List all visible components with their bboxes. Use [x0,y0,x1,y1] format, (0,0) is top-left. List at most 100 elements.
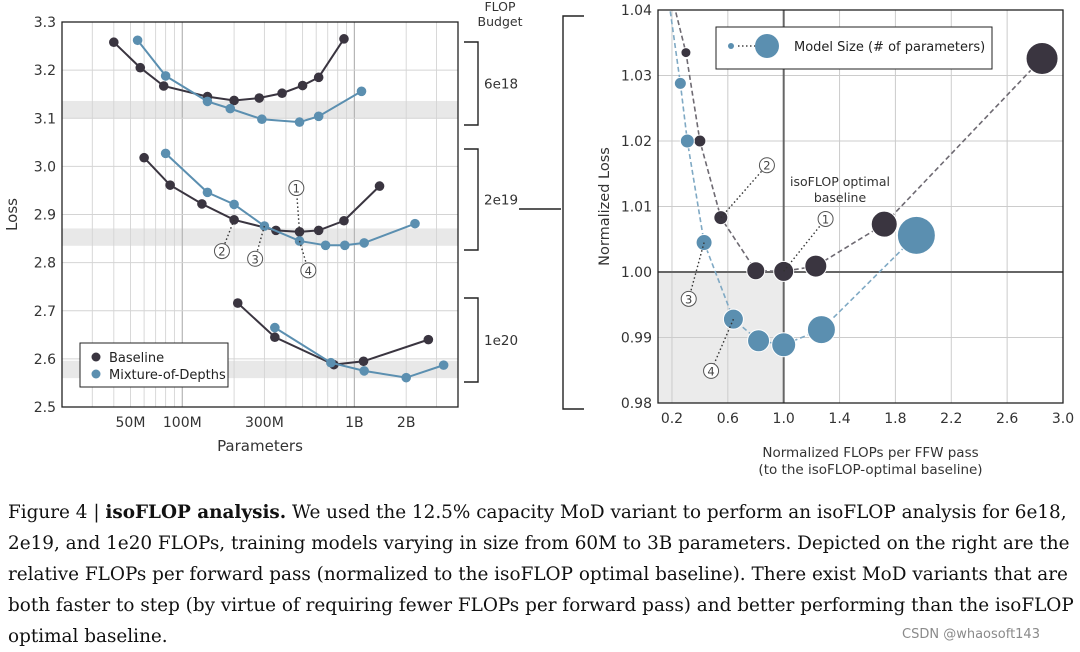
y-tick-label: 3.2 [34,63,56,79]
baseline-point [277,88,287,99]
annotation-marker [758,157,775,174]
x-tick-label: 1.4 [828,411,850,427]
y-axis-label: Loss [3,198,21,231]
baseline-point [270,332,280,343]
x-tick-label: 0.2 [661,411,683,427]
annotation-number: 1 [822,212,829,226]
optimal-baseline-label: baseline [814,190,867,205]
x-axis-sublabel: (to the isoFLOP-optimal baseline) [758,462,982,478]
budget-title: Budget [478,14,523,29]
annotation-leader [688,242,705,300]
baseline-point [313,225,324,236]
budget-label: 1e20 [484,333,518,349]
baseline-point [804,254,828,278]
caption-title: isoFLOP analysis. [105,502,287,523]
baseline-point [313,72,324,83]
budget-label: 6e18 [484,77,518,93]
mod-point [259,221,270,231]
y-tick-label: 2.9 [34,208,56,224]
baseline-line [237,302,429,366]
baseline-point [339,34,349,44]
mod-point [896,215,936,255]
x-tick-label: 2.6 [996,411,1018,427]
baseline-point [294,227,305,237]
baseline-point [197,199,207,209]
annotation-number: 3 [685,292,692,306]
plot-area [665,0,1059,358]
legend-marker-large [755,34,779,58]
annotation-number: 4 [707,364,714,378]
baseline-point [109,37,119,48]
mod-point [747,329,771,353]
mod-point [257,114,267,125]
mod-point [438,360,449,370]
legend-label: Mixture-of-Depths [109,368,226,383]
annotation-leader [710,318,735,372]
baseline-line [113,38,345,102]
baseline-point [680,47,692,59]
mod-point [160,71,171,81]
mod-point [202,187,213,198]
y-tick-label: 0.98 [621,396,652,412]
mod-point [160,148,171,159]
x-tick-label: 2.2 [940,411,962,427]
y-tick-label: 0.99 [621,331,652,347]
y-tick-label: 3.0 [34,159,56,175]
x-tick-label: 2B [397,415,416,431]
y-tick-label: 1.00 [621,265,652,281]
y-tick-label: 1.01 [621,200,652,216]
annotation-marker [703,362,720,379]
y-tick-label: 1.02 [621,134,652,150]
mod-point [326,357,336,368]
caption-prefix: Figure 4 | [8,502,106,523]
annotation-number: 2 [218,245,225,259]
baseline-point [158,81,169,91]
x-tick-label: 300M [245,415,284,431]
mod-point [270,322,280,333]
baseline-point [668,0,676,1]
budget-bracket [464,148,479,251]
loss-band [62,100,458,119]
baseline-point [746,261,766,281]
legend-box [79,342,229,388]
baseline-point [693,134,707,148]
annotation-marker [300,262,317,279]
y-tick-label: 3.1 [34,111,56,127]
budget-label: 2e19 [484,193,518,209]
annotation-number: 4 [305,264,312,278]
y-tick-label: 2.6 [34,352,56,368]
mod-point [356,86,367,97]
x-axis-label: Normalized FLOPs per FFW pass [762,445,978,461]
mod-point [679,133,695,149]
annotation-number: 1 [293,182,300,196]
mod-point [771,332,797,358]
mod-point [401,372,411,383]
mod-point [665,0,673,7]
x-axis-label: Parameters [217,437,303,455]
mod-point [673,76,687,90]
x-tick-label: 0.6 [717,411,739,427]
x-tick-label: 3.0 [1052,411,1074,427]
baseline-point [139,152,149,163]
mod-point [294,117,305,127]
caption-body: We used the 12.5% capacity MoD variant t… [8,502,1074,647]
legend-marker-small [728,43,734,49]
mod-point [229,199,239,210]
annotation-marker [213,243,230,260]
baseline-point [870,210,898,238]
legend-marker [91,352,101,362]
baseline-point [423,334,434,345]
x-tick-label: 1.8 [884,411,906,427]
annotation-marker [247,250,264,267]
y-axis-label: Normalized Loss [597,147,613,266]
y-tick-label: 1.03 [621,69,652,85]
baseline-point [232,298,243,308]
x-tick-label: 1B [345,415,364,431]
right-chart-normalized-loss: 0.2 0.6 1.0 1.4 1.8 2.2 2.6 3.0 0.98 0.99 1.00 1.01… [597,0,1074,478]
baseline-point [297,80,308,91]
budget-bracket [464,297,479,383]
loss-band [62,228,458,246]
